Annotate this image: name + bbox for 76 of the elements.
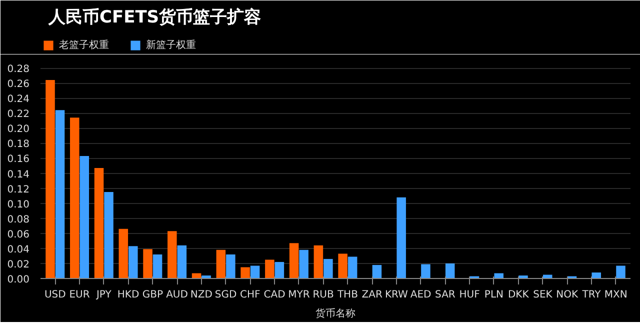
bar bbox=[240, 267, 250, 278]
bar bbox=[265, 260, 274, 278]
bar bbox=[216, 250, 226, 278]
x-tick-label: MXN bbox=[604, 290, 628, 300]
y-tick-label: 0.24 bbox=[7, 94, 30, 106]
bar bbox=[372, 264, 382, 278]
x-axis-title: 货币名称 bbox=[316, 308, 356, 320]
x-tick-label: SAR bbox=[435, 290, 456, 300]
x-tick-label: USD bbox=[44, 290, 66, 300]
bar bbox=[299, 250, 308, 278]
y-tick-label: 0.16 bbox=[7, 154, 30, 166]
chart-title: 人民币CFETS货币篮子扩容 bbox=[48, 8, 262, 28]
bar bbox=[143, 249, 152, 278]
bar bbox=[289, 243, 299, 278]
bar bbox=[542, 274, 552, 278]
y-tick-label: 0.10 bbox=[7, 199, 30, 210]
x-tick-label: CAD bbox=[264, 290, 286, 300]
y-tick-label: 0.14 bbox=[7, 169, 30, 180]
y-tick-label: 0.04 bbox=[7, 244, 30, 256]
bar bbox=[324, 258, 333, 278]
x-tick-label: ZAR bbox=[362, 290, 382, 300]
y-tick-label: 0.26 bbox=[7, 79, 30, 90]
bar bbox=[70, 118, 80, 278]
y-tick-label: 0.12 bbox=[7, 184, 30, 196]
x-tick-label: HUF bbox=[459, 290, 480, 300]
bar bbox=[104, 192, 114, 278]
x-tick-label: HKD bbox=[117, 290, 140, 300]
bar bbox=[616, 266, 626, 278]
x-tick-label: SGD bbox=[214, 290, 237, 300]
x-tick-label: KRW bbox=[384, 290, 408, 300]
bar bbox=[338, 254, 348, 278]
bar bbox=[396, 197, 406, 278]
x-tick-label: EUR bbox=[69, 290, 90, 300]
y-tick-label: 0.06 bbox=[7, 229, 30, 240]
y-tick-label: 0.02 bbox=[7, 259, 30, 270]
x-tick-label: SEK bbox=[533, 290, 553, 300]
bar bbox=[348, 256, 358, 278]
bar bbox=[592, 272, 601, 278]
x-tick-label: RUB bbox=[312, 290, 334, 300]
x-tick-label: MYR bbox=[288, 290, 310, 300]
x-tick-label: THB bbox=[336, 290, 358, 300]
x-tick-label: NZD bbox=[190, 290, 213, 300]
x-tick-label: AED bbox=[410, 290, 432, 300]
bar bbox=[152, 254, 162, 278]
bar bbox=[55, 110, 65, 278]
bar bbox=[274, 262, 284, 278]
y-tick-label: 0.28 bbox=[7, 64, 30, 76]
bar bbox=[445, 263, 455, 278]
bar bbox=[46, 80, 55, 278]
x-tick-label: GBP bbox=[142, 290, 163, 300]
bar bbox=[168, 231, 177, 278]
y-tick-label: 0.18 bbox=[7, 139, 30, 150]
bar bbox=[177, 245, 187, 278]
bar bbox=[192, 273, 202, 278]
x-tick-label: CHF bbox=[240, 290, 261, 300]
y-tick-label: 0.20 bbox=[7, 124, 30, 136]
y-tick-label: 0.22 bbox=[7, 109, 30, 120]
legend-label: 新篮子权重 bbox=[146, 38, 196, 52]
bar bbox=[94, 168, 104, 278]
x-tick-label: JPY bbox=[95, 290, 112, 300]
x-tick-label: NOK bbox=[556, 290, 579, 300]
bar bbox=[250, 266, 260, 278]
bar bbox=[314, 245, 324, 278]
x-tick-label: TRY bbox=[581, 290, 602, 300]
bar bbox=[80, 156, 90, 278]
bar bbox=[494, 273, 504, 278]
bar bbox=[421, 264, 430, 278]
x-tick-label: AUD bbox=[166, 290, 188, 300]
y-tick-label: 0.08 bbox=[7, 214, 30, 226]
bar bbox=[226, 254, 236, 278]
y-tick-label: 0.00 bbox=[7, 274, 30, 286]
x-tick-label: DKK bbox=[508, 290, 530, 300]
x-tick-label: PLN bbox=[484, 290, 504, 300]
bar bbox=[128, 246, 138, 278]
bar bbox=[118, 228, 128, 278]
legend-label: 老篮子权重 bbox=[59, 38, 109, 52]
